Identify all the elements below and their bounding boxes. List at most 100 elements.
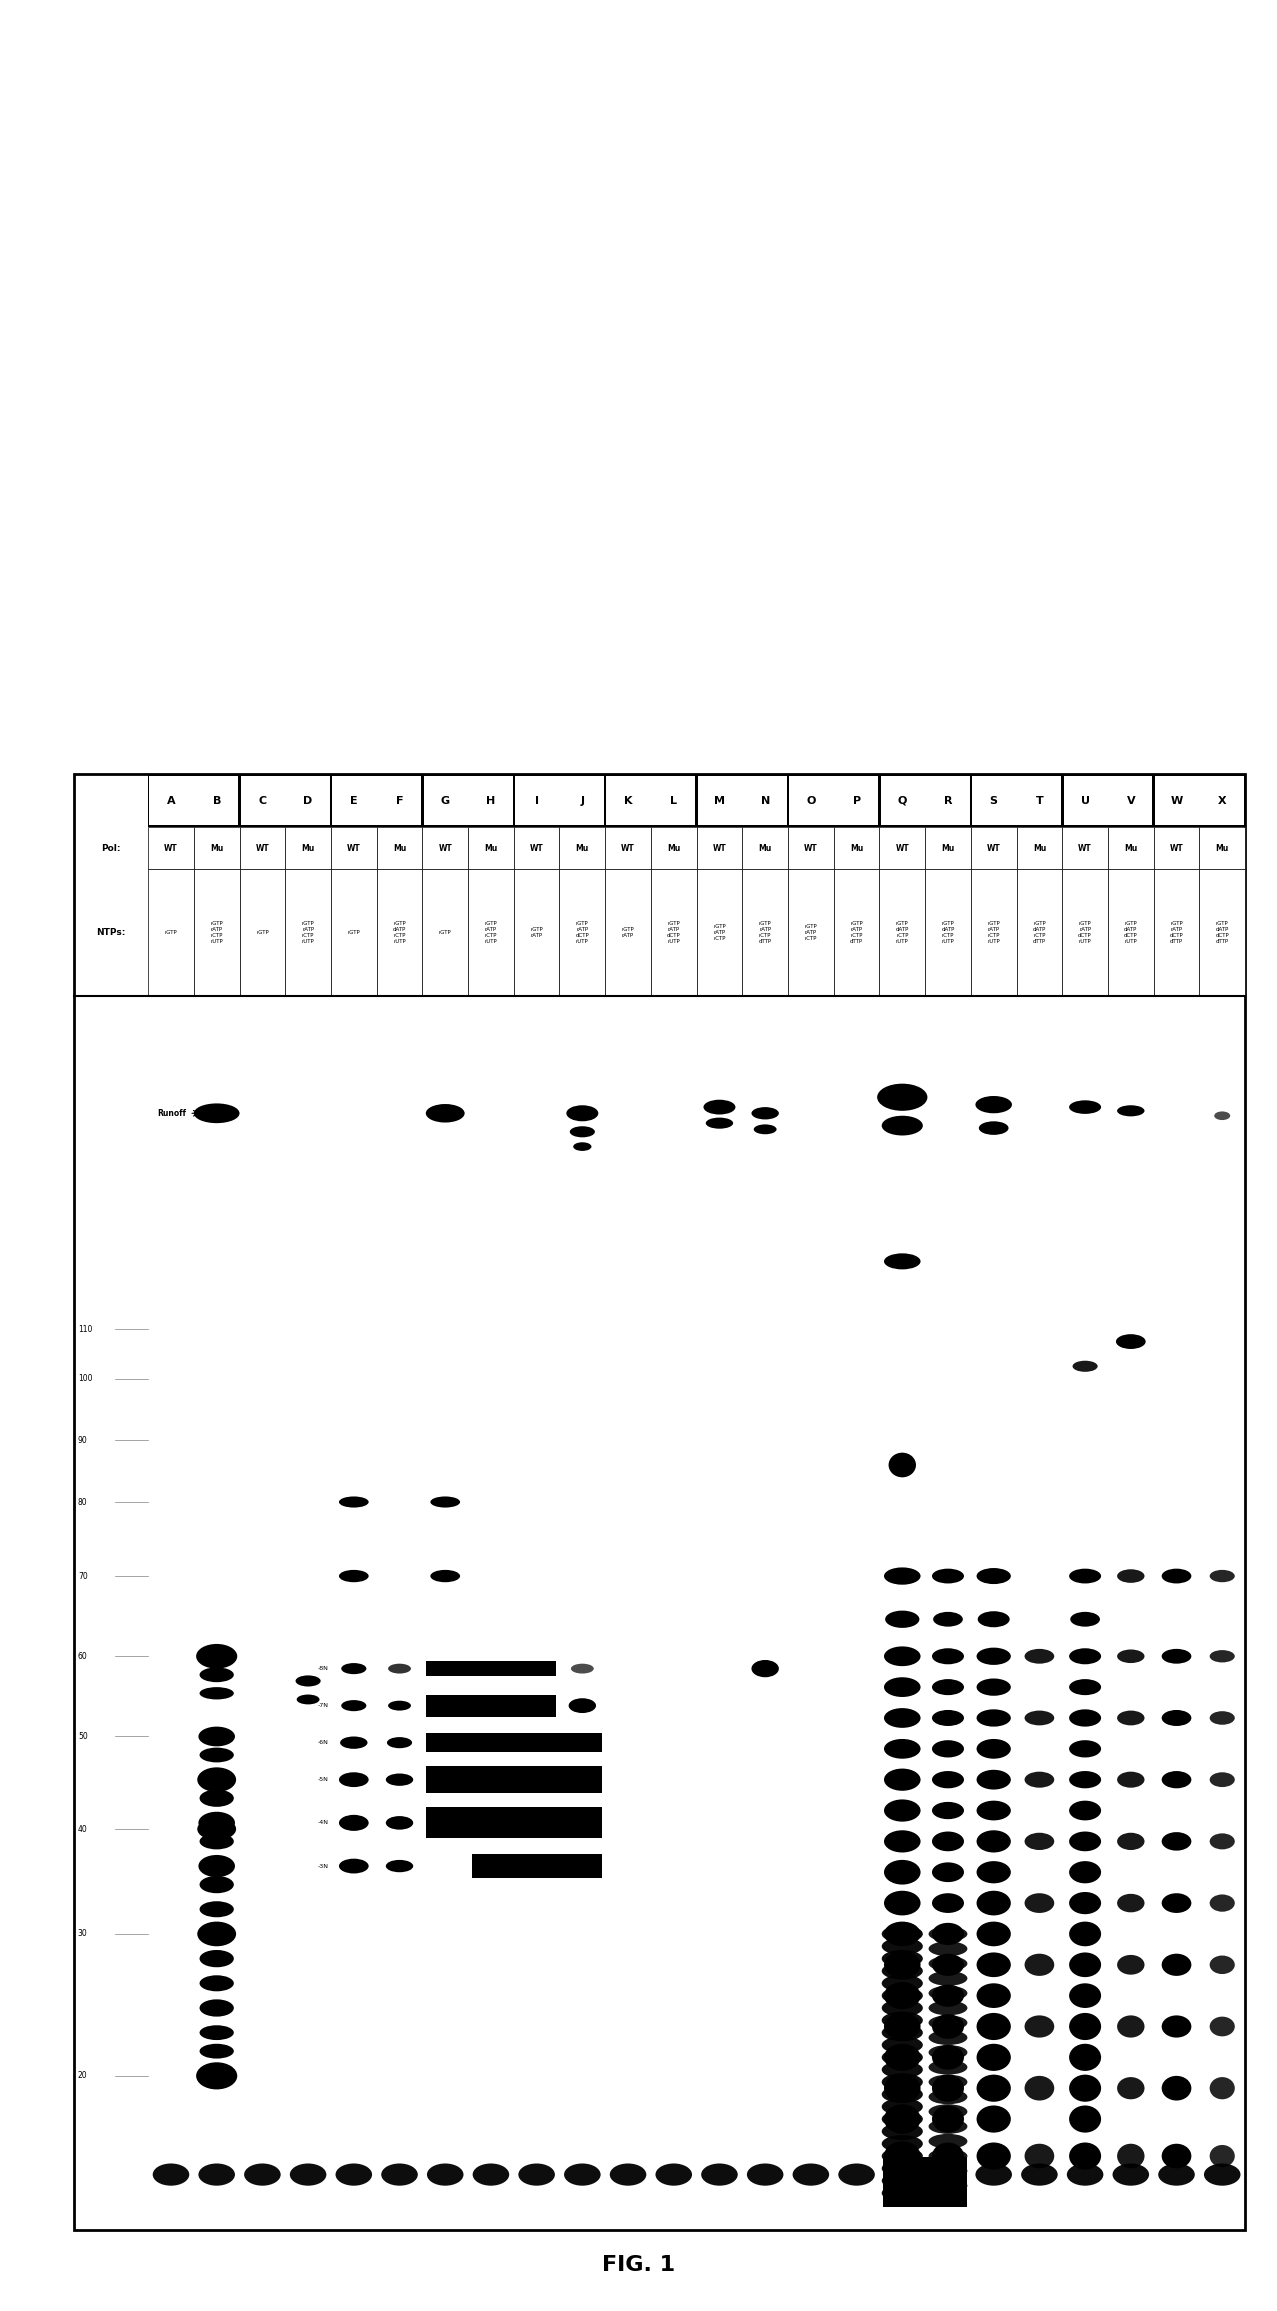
Text: rGTP: rGTP [439, 929, 452, 936]
Ellipse shape [1069, 2142, 1101, 2170]
Ellipse shape [884, 1860, 921, 1883]
Bar [423, 827, 469, 869]
Bar [884, 2156, 967, 2191]
Ellipse shape [881, 2050, 923, 2066]
Ellipse shape [977, 1770, 1011, 1789]
Bar [651, 869, 697, 996]
Bar [880, 827, 925, 869]
Ellipse shape [1209, 1569, 1235, 1583]
Ellipse shape [932, 1985, 964, 2006]
Ellipse shape [194, 1102, 240, 1123]
Ellipse shape [881, 2184, 923, 2202]
Ellipse shape [1024, 1648, 1055, 1664]
Ellipse shape [244, 2163, 281, 2186]
Ellipse shape [430, 1498, 460, 1507]
Ellipse shape [341, 1664, 366, 1673]
Bar [469, 869, 513, 996]
Ellipse shape [932, 2045, 964, 2071]
Text: E: E [350, 795, 358, 807]
Text: WT: WT [621, 844, 635, 853]
Bar [285, 869, 331, 996]
Ellipse shape [977, 2013, 1011, 2041]
Text: Mu: Mu [1124, 844, 1138, 853]
Ellipse shape [566, 1105, 599, 1121]
Ellipse shape [928, 2075, 968, 2089]
Ellipse shape [977, 1648, 1011, 1664]
Ellipse shape [1117, 1893, 1144, 1911]
Text: N: N [761, 795, 770, 807]
Text: Mu: Mu [576, 844, 589, 853]
Ellipse shape [881, 2024, 923, 2041]
Ellipse shape [1162, 1770, 1191, 1789]
Ellipse shape [425, 1105, 465, 1123]
Ellipse shape [976, 1095, 1011, 1114]
Ellipse shape [197, 1643, 238, 1669]
Ellipse shape [1024, 2145, 1055, 2168]
Ellipse shape [198, 1726, 235, 1747]
Bar [742, 827, 788, 869]
Ellipse shape [881, 1974, 923, 1992]
Text: 30: 30 [78, 1930, 88, 1939]
Text: M: M [714, 795, 725, 807]
Bar [971, 827, 1016, 869]
Text: WT: WT [1170, 844, 1184, 853]
Ellipse shape [1069, 1740, 1101, 1756]
Bar [1153, 869, 1199, 996]
Ellipse shape [889, 1454, 916, 1477]
Bar [697, 827, 742, 869]
Ellipse shape [199, 1902, 234, 1918]
Ellipse shape [881, 2011, 923, 2029]
Bar [834, 869, 880, 996]
Ellipse shape [932, 1680, 964, 1696]
Ellipse shape [881, 2161, 923, 2177]
Ellipse shape [1112, 2163, 1149, 2186]
Bar [1199, 869, 1245, 996]
Ellipse shape [928, 1941, 968, 1955]
Text: rGTP
dATP
rCTP
rUTP: rGTP dATP rCTP rUTP [393, 922, 406, 943]
Ellipse shape [1117, 1773, 1144, 1789]
Text: -6N: -6N [318, 1740, 328, 1745]
Ellipse shape [338, 1773, 369, 1786]
Bar [149, 776, 239, 825]
Ellipse shape [1069, 1710, 1101, 1726]
Text: X: X [1218, 795, 1226, 807]
Ellipse shape [884, 2073, 921, 2103]
Ellipse shape [1162, 1893, 1191, 1914]
Ellipse shape [877, 1084, 927, 1112]
Text: WT: WT [1078, 844, 1092, 853]
Ellipse shape [1117, 1569, 1144, 1583]
Text: Mu: Mu [484, 844, 498, 853]
Ellipse shape [340, 1736, 368, 1749]
Text: D: D [304, 795, 313, 807]
Ellipse shape [881, 2110, 923, 2128]
Ellipse shape [1209, 1650, 1235, 1662]
Bar [742, 869, 788, 996]
Bar [332, 776, 421, 825]
Text: 60: 60 [78, 1652, 88, 1662]
Bar [424, 776, 512, 825]
Text: 80: 80 [78, 1498, 88, 1507]
Ellipse shape [881, 2147, 923, 2165]
Ellipse shape [1162, 1710, 1191, 1726]
Bar [194, 827, 240, 869]
Ellipse shape [884, 1678, 921, 1696]
Ellipse shape [199, 1950, 234, 1967]
Text: F: F [396, 795, 404, 807]
Bar [148, 869, 194, 996]
Ellipse shape [1162, 2145, 1191, 2168]
Bar [427, 1807, 601, 1837]
Text: WT: WT [713, 844, 727, 853]
Ellipse shape [198, 1812, 235, 1835]
Ellipse shape [884, 2163, 921, 2186]
Ellipse shape [885, 1611, 919, 1627]
Bar [1108, 827, 1153, 869]
Ellipse shape [1024, 1893, 1055, 1914]
Ellipse shape [977, 1983, 1011, 2008]
Text: Runoff: Runoff [157, 1109, 186, 1119]
Ellipse shape [928, 1955, 968, 1971]
Ellipse shape [1214, 1112, 1230, 1121]
Ellipse shape [932, 1893, 964, 1914]
Ellipse shape [199, 1999, 234, 2018]
Text: WT: WT [895, 844, 909, 853]
Bar [605, 827, 651, 869]
